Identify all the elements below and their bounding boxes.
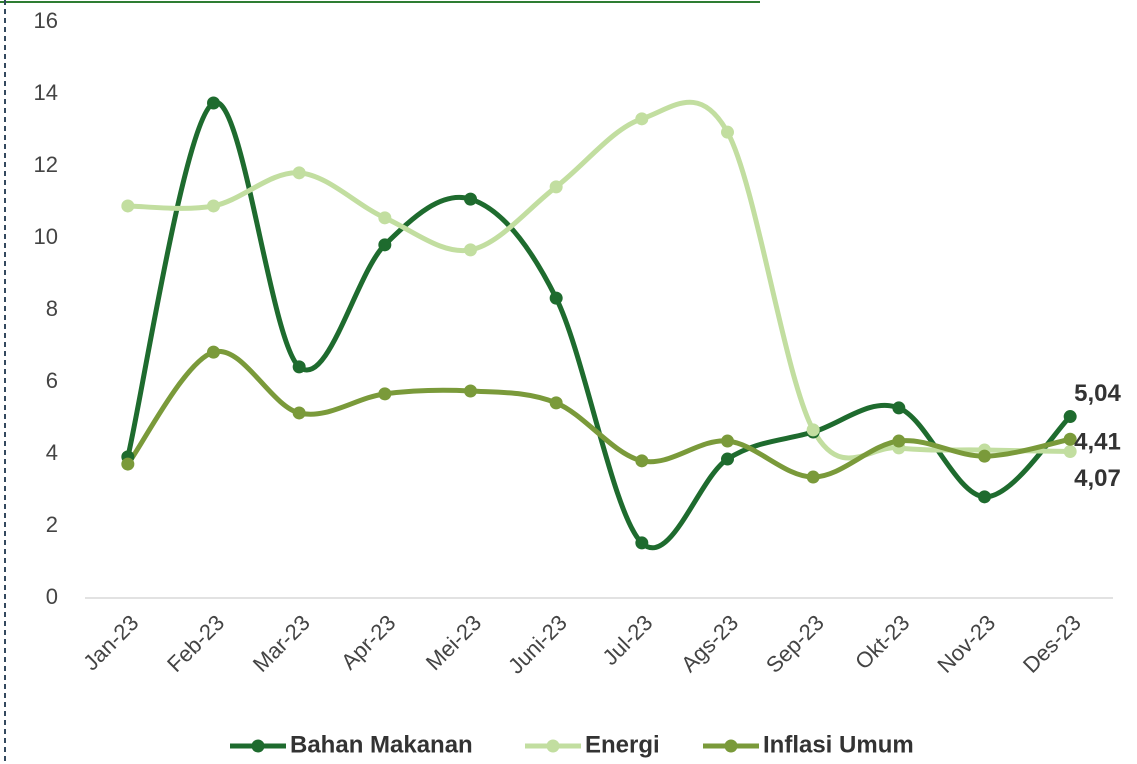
series-line — [125, 348, 1073, 480]
point — [978, 490, 991, 504]
data-label: 4,41 — [1074, 429, 1121, 456]
y-tick-label: 12 — [34, 152, 58, 177]
y-tick-label: 14 — [34, 80, 58, 105]
point — [1063, 410, 1077, 424]
point — [464, 192, 477, 206]
point — [292, 166, 306, 180]
y-tick-label: 0 — [46, 584, 58, 609]
x-tick-label: Mei-23 — [421, 610, 486, 675]
x-tick-label: Des-23 — [1018, 610, 1086, 678]
x-tick-label: Feb-23 — [162, 610, 229, 677]
point — [1063, 444, 1077, 458]
point — [635, 536, 649, 550]
point — [892, 434, 906, 448]
y-tick-label: 16 — [34, 8, 58, 33]
legend-marker — [251, 739, 265, 753]
x-tick-label: Sep-23 — [761, 610, 829, 678]
point — [721, 434, 734, 448]
point — [721, 125, 734, 139]
legend-label: Energi — [585, 731, 660, 758]
point — [378, 387, 392, 401]
legend-label: Bahan Makanan — [290, 731, 473, 758]
x-tick-label: Okt-23 — [850, 610, 914, 674]
point — [207, 96, 220, 110]
point — [549, 180, 563, 194]
point — [292, 360, 306, 374]
y-tick-label: 8 — [46, 296, 58, 321]
y-tick-label: 4 — [46, 440, 58, 465]
x-tick-label: Jul-23 — [597, 610, 657, 670]
x-tick-label: Nov-23 — [932, 610, 1000, 678]
point — [464, 384, 477, 398]
point — [806, 470, 820, 484]
point — [549, 291, 563, 305]
point — [121, 457, 135, 471]
point — [378, 238, 392, 252]
point — [292, 406, 306, 420]
point — [549, 396, 563, 410]
x-tick-label: Juni-23 — [503, 610, 572, 679]
legend-label: Inflasi Umum — [763, 731, 914, 758]
data-label: 5,04 — [1074, 380, 1121, 407]
point — [378, 211, 392, 225]
point — [121, 199, 135, 213]
point — [806, 423, 820, 437]
data-label: 4,07 — [1074, 465, 1121, 492]
point — [635, 454, 649, 468]
x-tick-label: Ags-23 — [676, 610, 743, 677]
point — [978, 449, 991, 463]
point — [207, 345, 220, 359]
point — [892, 401, 906, 415]
series-line — [125, 100, 1073, 551]
point — [1063, 432, 1077, 446]
y-tick-label: 2 — [46, 512, 58, 537]
point — [464, 243, 477, 257]
legend-marker — [546, 739, 560, 753]
point — [207, 199, 220, 213]
x-tick-label: Jan-23 — [78, 610, 143, 675]
x-tick-label: Apr-23 — [336, 610, 400, 674]
y-tick-label: 10 — [34, 224, 58, 249]
legend-marker — [724, 739, 738, 753]
x-tick-label: Mar-23 — [248, 610, 315, 677]
point — [721, 452, 734, 466]
point — [635, 112, 649, 126]
y-tick-label: 6 — [46, 368, 58, 393]
